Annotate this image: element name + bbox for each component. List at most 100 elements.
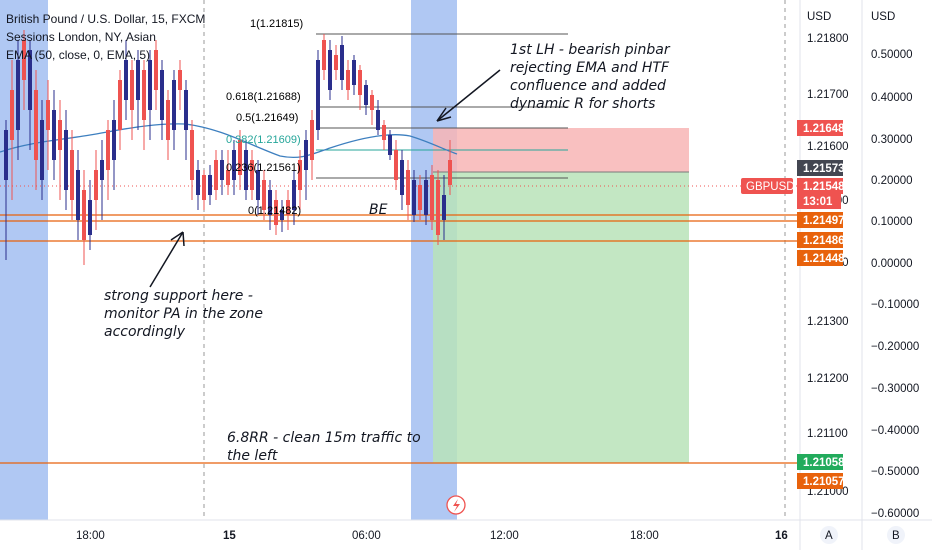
candle-body [190,130,194,180]
candle-body [40,120,44,180]
sessions-indicator[interactable]: Sessions London, NY, Asian [6,30,156,44]
pct-tick: 0.10000 [871,216,913,228]
candle-body [358,70,362,95]
candle-body [316,60,320,130]
price-tag-bg [797,178,843,194]
support-annotation[interactable]: strong support here - monitor PA in the … [104,231,263,340]
candle-body [22,40,26,80]
candle-body [28,50,32,110]
candle-body [160,70,164,120]
fib-label: 0.382(1.21609) [226,134,301,146]
arrow-line [149,231,184,288]
chart-title[interactable]: British Pound / U.S. Dollar, 15, FXCM [6,12,206,26]
candle-body [322,40,326,70]
price-tag-bg [797,250,843,266]
price-tag: 1.21486 [803,235,845,247]
candle-body [10,90,14,140]
candle-body [184,90,188,130]
svg-text:B: B [892,530,900,542]
candle-body [148,60,152,110]
symbol-tag-text: GBPUSD [746,181,795,193]
price-tag-bg [797,160,843,176]
candle-body [130,70,134,110]
time-tick: 15 [223,530,236,542]
candle-body [178,70,182,90]
candle-body [298,160,302,190]
candle-body [370,95,374,110]
time-tick: 16 [775,530,788,542]
pct-tick: 0.20000 [871,175,913,187]
candle-body [394,150,398,180]
price-tag: 1.21057 [803,476,845,488]
symbol-tag: GBPUSD [741,178,795,194]
pct-tick: 0.30000 [871,134,913,146]
arrow-head [170,231,185,247]
price-tag: 1.21448 [803,253,845,265]
price-tags: 1.21648 1.21573 1.21548 13:01 1.21497 1.21486… [797,120,845,489]
candle-body [352,60,356,85]
candle-body [196,170,200,195]
lh-annotation[interactable]: 1st LH - bearish pinbar rejecting EMA an… [436,42,671,122]
price-tag: 1.21548 [803,181,845,193]
pct-tick: −0.10000 [871,299,919,311]
candle-body [238,140,242,175]
candle-body [142,70,146,120]
note-line: rejecting EMA and HTF [510,60,670,76]
arrow-line [436,69,501,122]
price-tag-bg [797,120,843,136]
candle-body [346,70,350,90]
price-tick: 1.21200 [807,373,849,385]
candle-body [274,200,278,225]
price-tick: 1.21700 [807,89,849,101]
arrow-head [436,107,452,122]
candle-body [424,180,428,215]
note-line: dynamic R for shorts [510,96,655,112]
fib-labels: 1(1.21815) 0.618(1.21688) 0.5(1.21649) 0… [226,18,303,217]
price-tag: 1.21497 [803,215,845,227]
candle-body [154,50,158,90]
candle-body [328,50,332,90]
pct-tick: −0.50000 [871,466,919,478]
candle-body [16,60,20,130]
price-tag-bg [797,212,843,228]
rr-annotation[interactable]: 6.8RR - clean 15m traffic to the left [227,430,421,464]
candle-body [88,200,92,235]
candle-body [4,130,8,180]
candle-body [94,170,98,200]
candle-body [106,130,110,170]
price-tick: 1.21100 [807,428,848,440]
take-profit-zone[interactable] [433,172,689,463]
ema-indicator[interactable]: EMA (50, close, 0, EMA, 5) [6,48,151,62]
note-line: accordingly [104,324,186,340]
candle-body [166,100,170,140]
lightning-icon[interactable] [446,495,466,515]
price-axis-mode-button[interactable]: A [820,526,838,544]
pct-axis-header: USD [871,11,895,23]
candle-body [286,200,290,215]
candle-body [208,175,212,195]
candle-body [226,170,230,185]
pct-tick: 0.40000 [871,92,913,104]
time-axis[interactable]: 18:00 15 06:00 12:00 18:00 16 [76,530,788,542]
candle-body [70,150,74,200]
price-tag-bg [797,454,843,470]
candle-body [100,160,104,180]
price-tag-bg [797,473,843,489]
candlestick-series [4,30,452,265]
svg-text:A: A [825,530,833,542]
price-tag-bg [797,232,843,248]
candle-body [268,190,272,215]
pct-tick: −0.40000 [871,425,919,437]
candle-body [34,90,38,160]
pct-axis-mode-button[interactable]: B [887,526,905,544]
be-label: BE [369,202,388,218]
percent-axis[interactable]: 0.50000 0.40000 0.30000 0.20000 0.10000 0.000… [871,49,919,520]
note-line: confluence and added [510,78,666,94]
time-tick: 06:00 [352,530,381,542]
fib-label: 0.618(1.21688) [226,91,301,103]
note-line: the left [227,448,278,464]
candle-body [52,110,56,160]
candle-body [244,150,248,190]
candle-body [58,120,62,150]
